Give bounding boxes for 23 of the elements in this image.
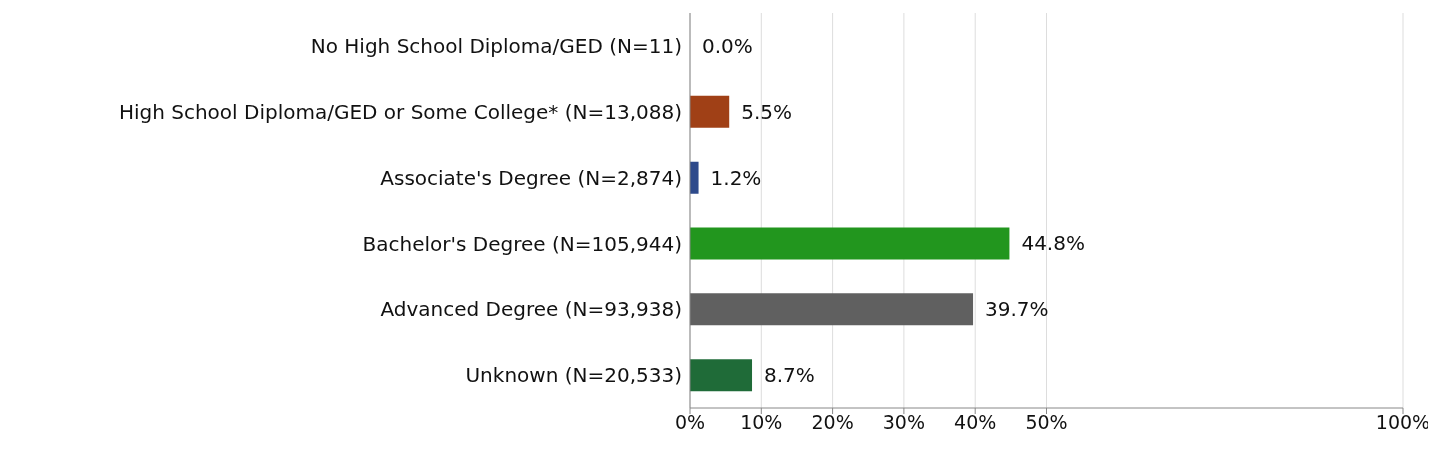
data-label: 8.7% xyxy=(764,363,815,388)
x-tick-label: 20% xyxy=(811,411,854,434)
y-tick-label: Advanced Degree (N=93,938) xyxy=(380,297,682,322)
data-label: 5.5% xyxy=(741,99,793,124)
x-tick-label: 0% xyxy=(674,411,706,434)
data-label: 1.2% xyxy=(710,165,762,190)
bar xyxy=(690,293,974,326)
y-tick-label: No High School Diploma/GED (N=11) xyxy=(310,34,682,59)
data-label: 44.8% xyxy=(1021,231,1085,256)
bar xyxy=(690,95,730,128)
x-tick-label: 40% xyxy=(954,411,997,434)
y-tick-label: Unknown (N=20,533) xyxy=(465,363,682,388)
x-tick-label: 30% xyxy=(882,411,926,434)
bar xyxy=(690,359,753,392)
x-tick-label: 50% xyxy=(1025,411,1068,434)
data-label: 0.0% xyxy=(702,33,753,58)
y-tick-label: High School Diploma/GED or Some College* (N=13,088) xyxy=(118,99,682,124)
bar xyxy=(690,161,699,194)
y-tick-label: Associate's Degree (N=2,874) xyxy=(380,165,682,190)
y-tick-label: Bachelor's Degree (N=105,944) xyxy=(362,231,682,256)
data-label: 39.7% xyxy=(985,297,1049,322)
x-tick-label: 10% xyxy=(740,411,783,434)
bar xyxy=(690,227,1010,260)
